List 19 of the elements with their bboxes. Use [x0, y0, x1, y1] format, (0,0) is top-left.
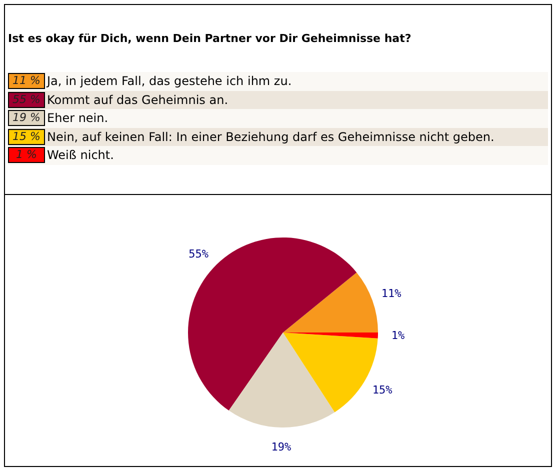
pie-slice: [188, 238, 357, 411]
text: 1 %: [16, 148, 37, 162]
text: 19 %: [12, 111, 40, 124]
pie-slice: [228, 332, 335, 428]
legend-label: Eher nein.: [47, 111, 108, 126]
legend-label: Kommt auf das Geheimnis an.: [47, 92, 228, 107]
text: 11 %: [12, 74, 40, 88]
data-label: 55%: [188, 247, 209, 260]
legend-label: Weiß nicht.: [47, 148, 114, 162]
text: 15 %: [12, 130, 40, 143]
data-label: 19%: [271, 440, 292, 454]
data-label: 11%: [381, 286, 402, 300]
chart-title: Ist es okay für Dich, wenn Dein Partner vor Dir Geheimnisse hat?: [8, 31, 412, 47]
legend-label: Nein, auf keinen Fall: In einer Beziehung darf es Geheimnisse nicht geben.: [47, 130, 494, 144]
data-label: 15%: [372, 384, 393, 397]
text: 55 %: [12, 92, 40, 106]
data-label: 1%: [391, 329, 405, 342]
pie-slice: [283, 272, 378, 332]
legend-label: Ja, in jedem Fall, das gestehe ich ihm zu.: [47, 74, 292, 88]
